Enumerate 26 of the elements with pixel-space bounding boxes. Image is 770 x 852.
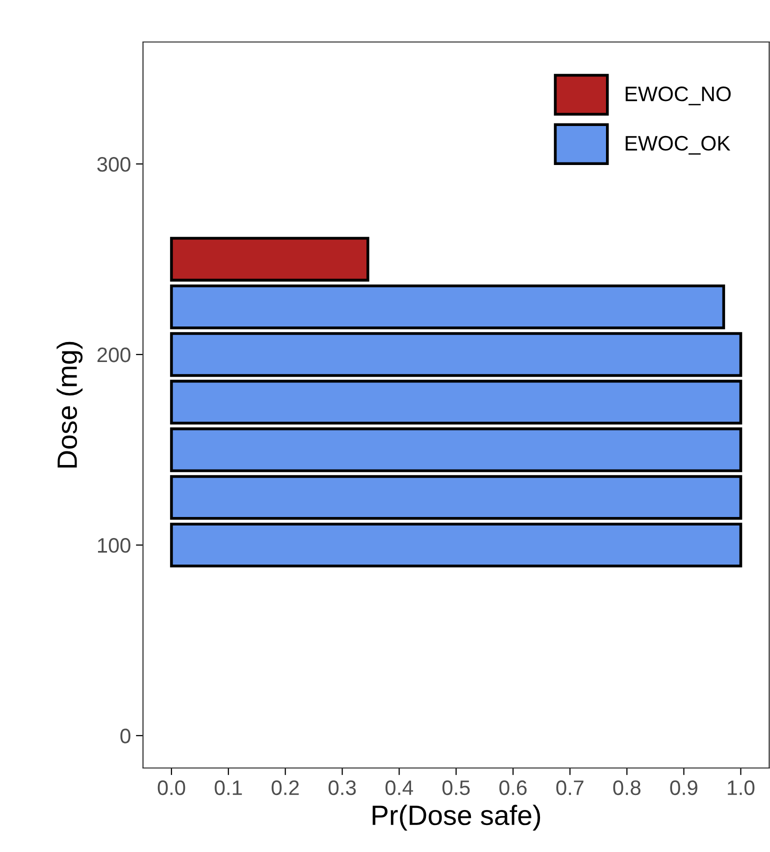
x-tick-label: 0.4 [386, 780, 414, 796]
bar [170, 522, 742, 568]
y-tick-label: 300 [97, 156, 130, 172]
bar [170, 284, 726, 330]
x-tick-label: 0.6 [499, 780, 527, 796]
x-tick-label: 0.2 [272, 780, 299, 796]
x-tick-label: 0.1 [214, 780, 242, 796]
bar [170, 427, 742, 472]
y-tick-label: 200 [97, 348, 130, 362]
x-tick-label: 0.7 [556, 780, 584, 796]
y-tick-label: 0 [120, 728, 130, 744]
x-tick-label: 0.0 [158, 780, 186, 796]
bar [170, 332, 742, 377]
x-tick-label: 0.8 [613, 780, 640, 796]
y-tick-label: 100 [98, 538, 130, 553]
legend-label: EWOC_NO [626, 86, 731, 106]
bar [170, 475, 742, 520]
x-tick-label: 1.0 [728, 780, 754, 796]
x-axis-title: Pr(Dose safe) [372, 804, 540, 831]
x-tick-label: 0.9 [670, 780, 698, 796]
y-axis-title: Dose (mg) [56, 342, 83, 468]
legend-label: EWOC_OK [626, 136, 730, 155]
bar [170, 236, 370, 282]
x-tick-label: 0.3 [328, 780, 356, 796]
bar [170, 380, 742, 424]
x-tick-label: 0.5 [442, 780, 470, 796]
